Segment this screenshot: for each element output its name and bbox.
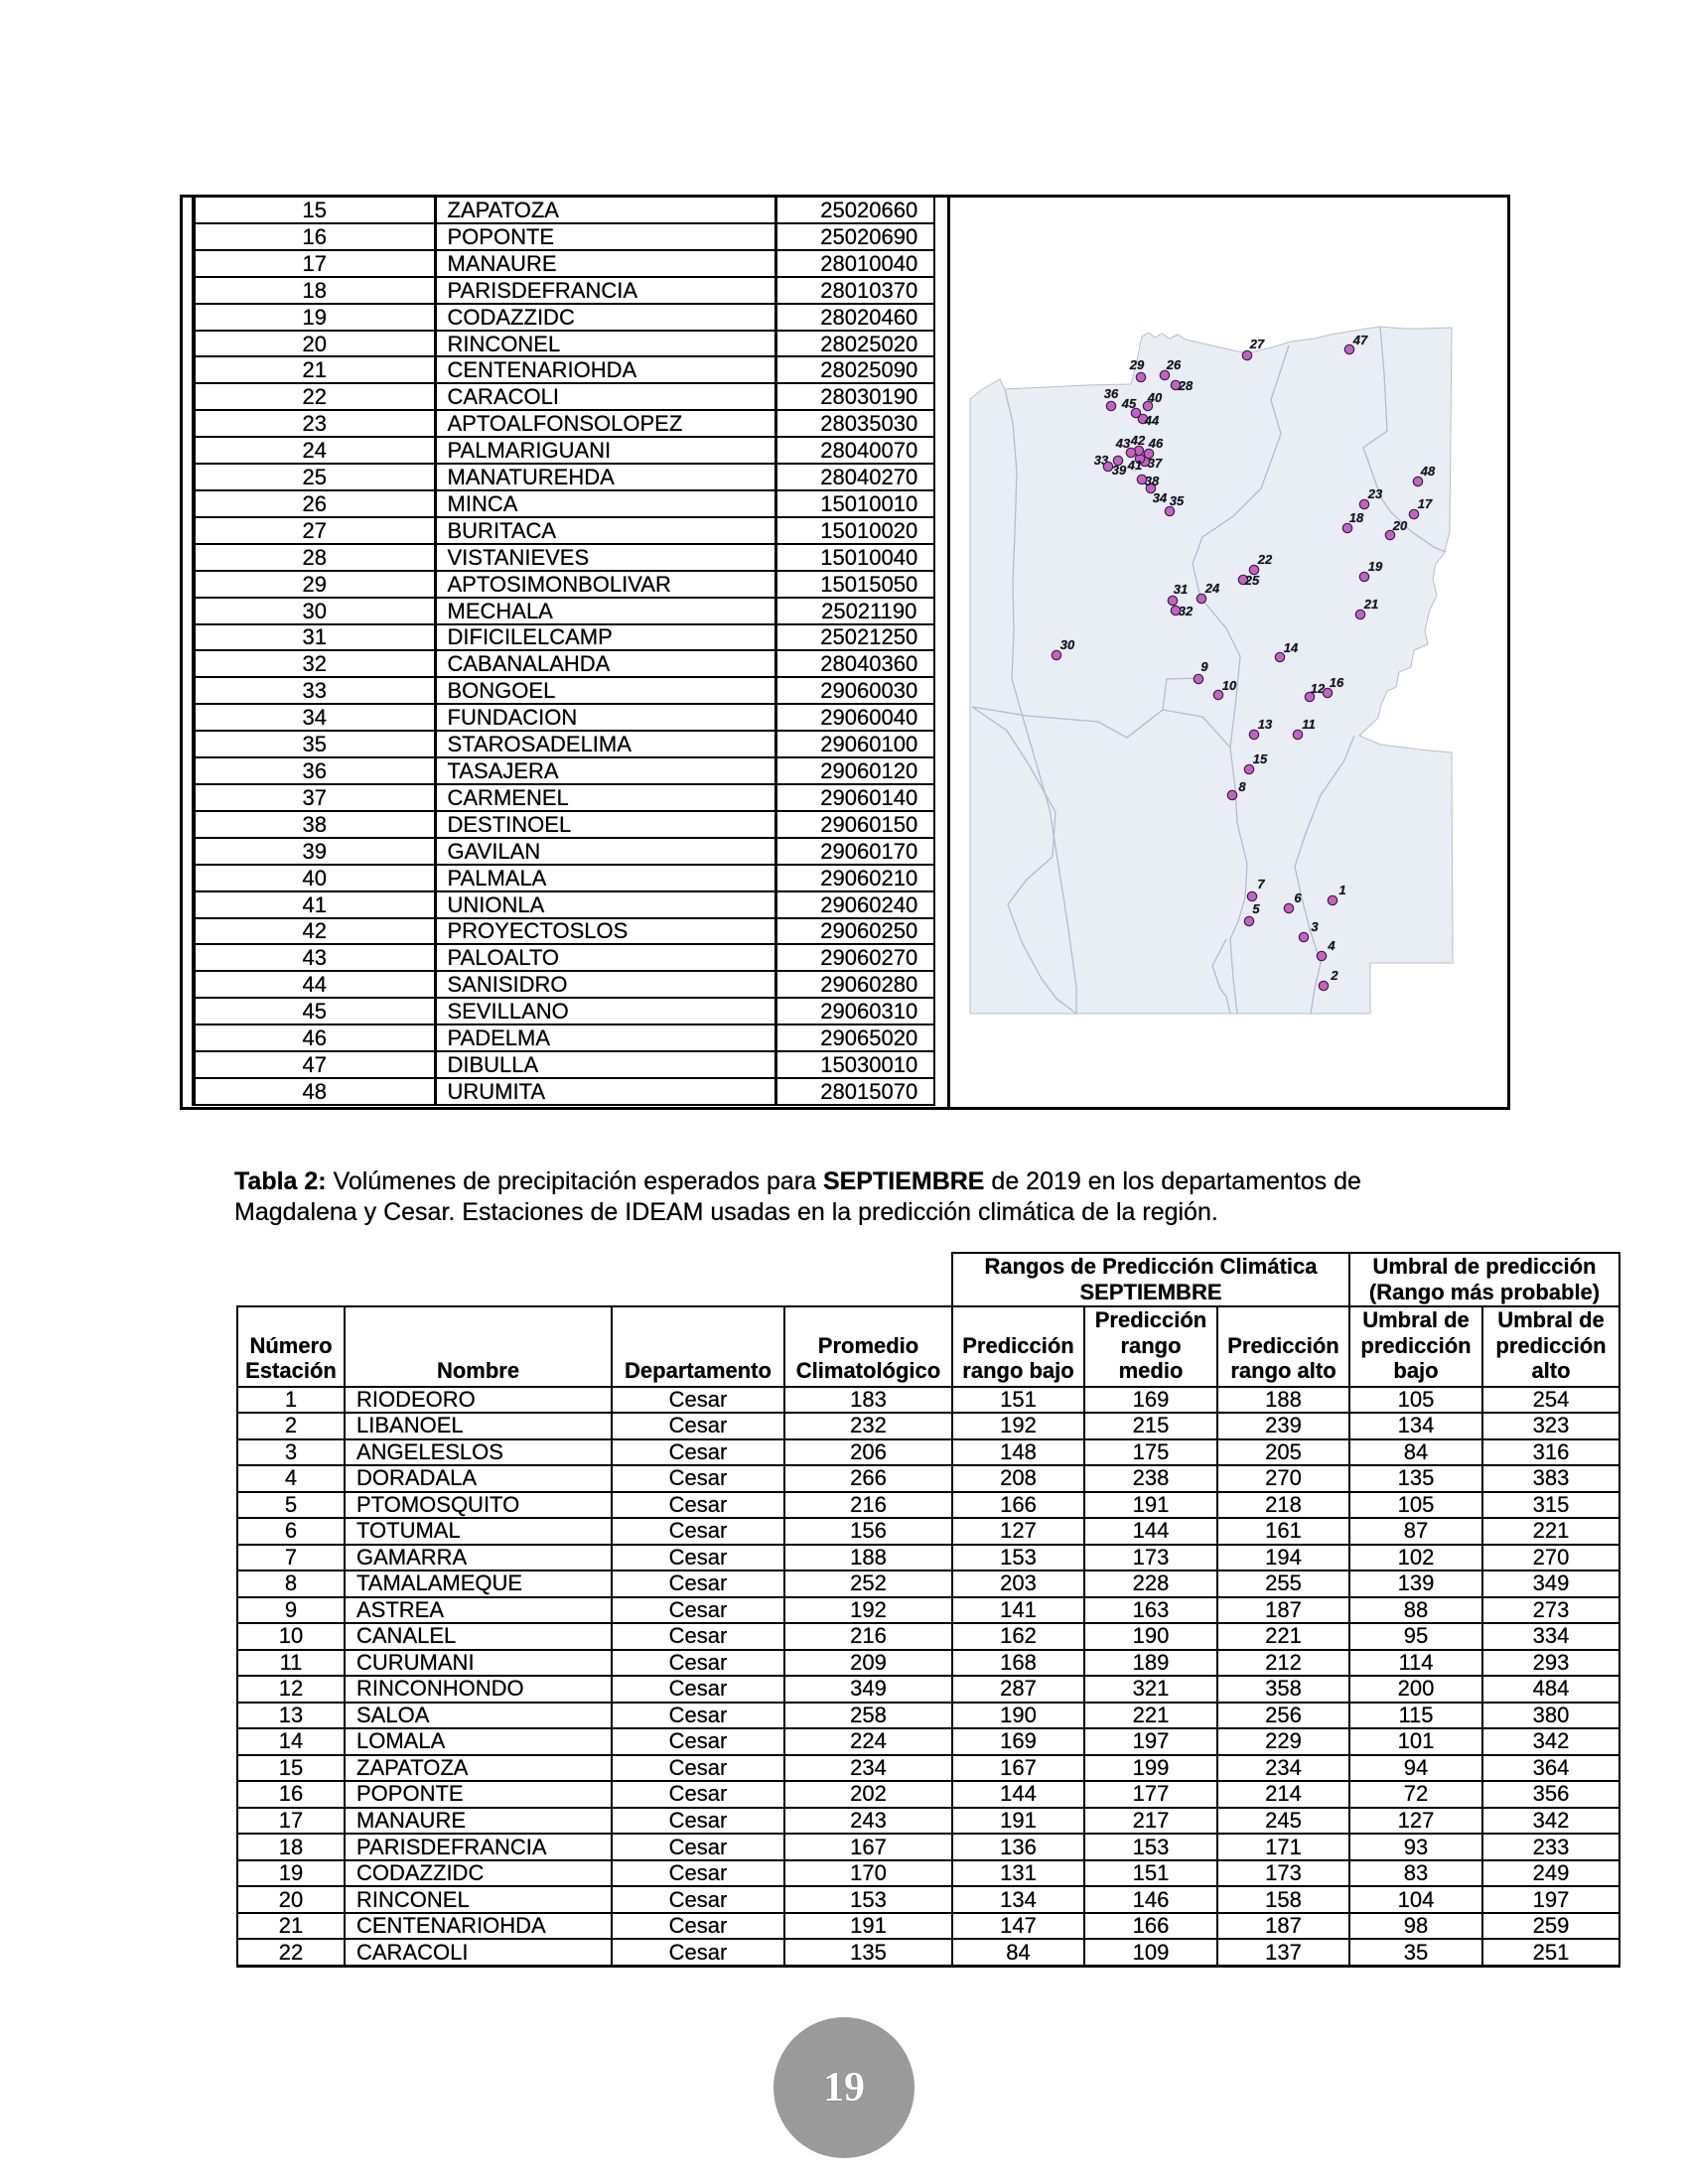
svg-text:37: 37 — [1148, 456, 1163, 471]
svg-text:30: 30 — [1060, 637, 1075, 652]
svg-text:39: 39 — [1112, 463, 1127, 478]
svg-text:3: 3 — [1311, 919, 1319, 934]
svg-text:1: 1 — [1338, 883, 1345, 897]
svg-text:19: 19 — [1368, 559, 1383, 574]
svg-text:26: 26 — [1166, 357, 1182, 372]
svg-text:17: 17 — [1418, 496, 1433, 511]
svg-text:36: 36 — [1104, 386, 1119, 401]
svg-text:29: 29 — [1129, 357, 1145, 372]
svg-text:7: 7 — [1257, 877, 1265, 891]
svg-text:14: 14 — [1284, 640, 1299, 655]
svg-text:34: 34 — [1153, 490, 1168, 505]
svg-text:13: 13 — [1258, 717, 1273, 732]
svg-text:44: 44 — [1144, 413, 1160, 428]
svg-text:2: 2 — [1330, 968, 1338, 983]
svg-text:21: 21 — [1363, 597, 1378, 612]
svg-text:9: 9 — [1200, 659, 1208, 674]
svg-text:12: 12 — [1311, 681, 1326, 696]
svg-text:18: 18 — [1349, 510, 1364, 525]
svg-text:20: 20 — [1392, 518, 1408, 533]
svg-text:40: 40 — [1147, 390, 1163, 405]
svg-text:27: 27 — [1249, 337, 1265, 351]
svg-text:46: 46 — [1148, 436, 1164, 451]
svg-text:38: 38 — [1145, 474, 1160, 488]
svg-text:42: 42 — [1130, 433, 1146, 448]
svg-text:41: 41 — [1127, 458, 1142, 473]
svg-text:5: 5 — [1252, 901, 1260, 916]
svg-text:28: 28 — [1178, 378, 1194, 393]
svg-text:4: 4 — [1327, 938, 1336, 953]
svg-text:23: 23 — [1367, 486, 1383, 501]
svg-text:15: 15 — [1253, 751, 1268, 766]
svg-text:35: 35 — [1170, 493, 1185, 508]
svg-text:16: 16 — [1330, 675, 1344, 690]
svg-text:47: 47 — [1352, 333, 1368, 347]
svg-text:31: 31 — [1174, 582, 1188, 597]
svg-text:22: 22 — [1257, 552, 1273, 567]
svg-text:25: 25 — [1244, 573, 1260, 588]
svg-text:8: 8 — [1238, 779, 1246, 794]
svg-text:6: 6 — [1294, 890, 1302, 905]
svg-text:10: 10 — [1222, 678, 1237, 693]
svg-text:11: 11 — [1302, 717, 1316, 732]
svg-text:45: 45 — [1121, 396, 1137, 411]
svg-text:32: 32 — [1179, 604, 1194, 618]
svg-text:48: 48 — [1420, 464, 1436, 478]
svg-text:43: 43 — [1115, 436, 1131, 451]
svg-text:24: 24 — [1204, 581, 1220, 596]
